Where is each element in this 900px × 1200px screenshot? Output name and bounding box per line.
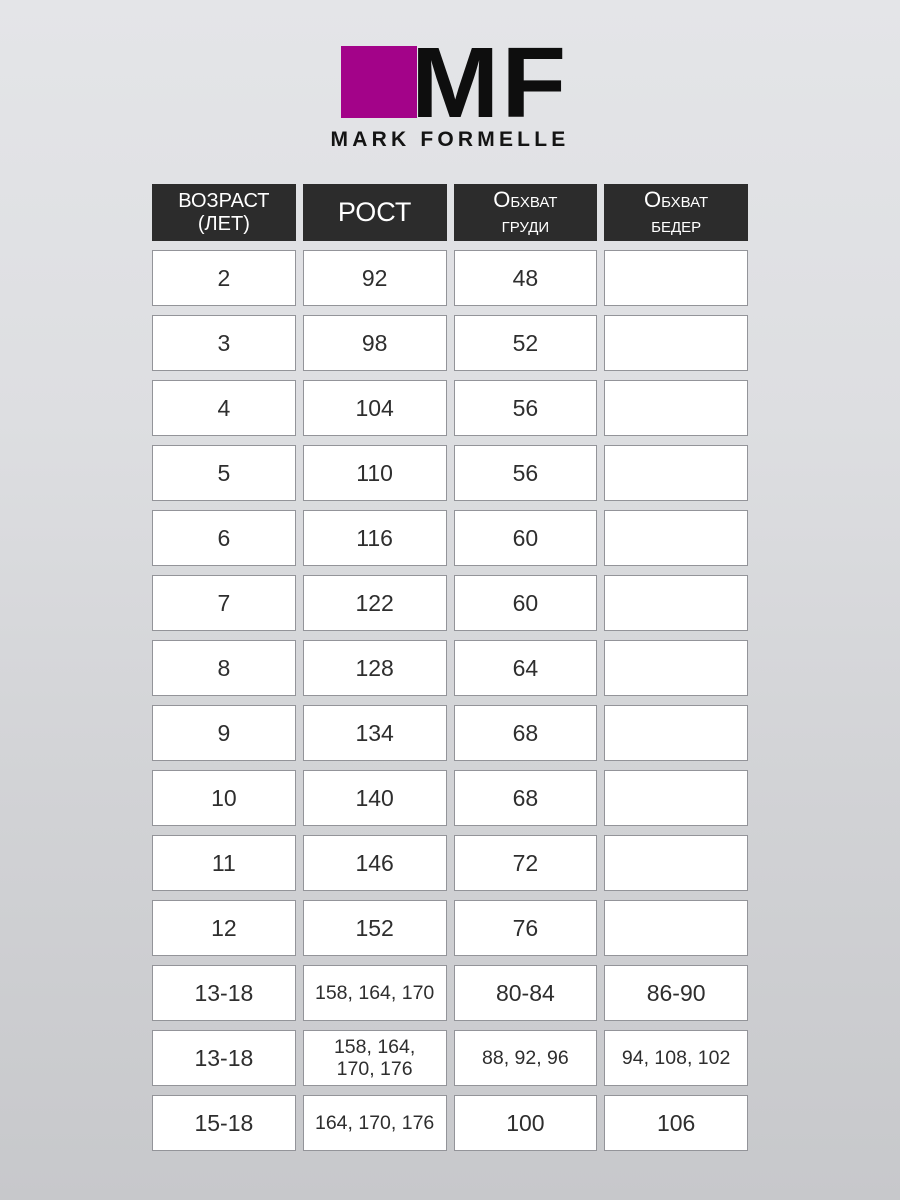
table-cell: 146: [302, 835, 447, 891]
table-cell: 64: [453, 640, 598, 696]
header-cell: Обхват бедер: [604, 184, 748, 241]
table-cell: 8: [152, 640, 296, 696]
table-cell: 76: [453, 900, 598, 956]
table-cell: 158, 164, 170: [302, 965, 447, 1021]
table-cell: 104: [302, 380, 447, 436]
table-cell: [604, 250, 748, 306]
header-line: бедер: [651, 211, 702, 237]
header-line: груди: [501, 211, 550, 237]
table-cell: 80-84: [453, 965, 598, 1021]
table-cell: 128: [302, 640, 447, 696]
table-cell: 60: [453, 575, 598, 631]
table-cell: 140: [302, 770, 447, 826]
table-cell: [604, 640, 748, 696]
header-cell: ВОЗРАСТ (ЛЕТ): [152, 184, 296, 241]
table-cell: 7: [152, 575, 296, 631]
table-cell: 3: [152, 315, 296, 371]
table-cell: [604, 900, 748, 956]
table-cell: 13-18: [152, 965, 296, 1021]
table-cell: 15-18: [152, 1095, 296, 1151]
table-cell: 164, 170, 176: [302, 1095, 447, 1151]
table-cell: 12: [152, 900, 296, 956]
table-cell: 13-18: [152, 1030, 296, 1086]
table-cell: 52: [453, 315, 598, 371]
table-cell: 152: [302, 900, 447, 956]
brand-monogram: MF: [410, 27, 569, 139]
table-cell: 56: [453, 380, 598, 436]
brand-logo-row: MF: [340, 33, 566, 133]
table-cell: 100: [453, 1095, 598, 1151]
table-cell: 4: [152, 380, 296, 436]
table-cell: 92: [302, 250, 447, 306]
table-cell: 68: [453, 770, 598, 826]
table-cell: [604, 315, 748, 371]
table-cell: 5: [152, 445, 296, 501]
table-cell: [604, 770, 748, 826]
brand-name: MARK FORMELLE: [330, 128, 570, 151]
table-cell: 9: [152, 705, 296, 761]
header-cell: РОСТ: [302, 184, 447, 241]
header-line: Обхват: [644, 186, 709, 212]
table-cell: 72: [453, 835, 598, 891]
table-cell: [604, 380, 748, 436]
table-cell: 10: [152, 770, 296, 826]
table-cell: [604, 445, 748, 501]
table-cell: 11: [152, 835, 296, 891]
table-cell: 122: [302, 575, 447, 631]
table-cell: [604, 705, 748, 761]
table-cell: [604, 835, 748, 891]
table-cell: 56: [453, 445, 598, 501]
table-cell: 106: [604, 1095, 748, 1151]
table-cell: [604, 575, 748, 631]
table-cell: 158, 164, 170, 176: [302, 1030, 447, 1086]
header-line: Обхват: [493, 186, 558, 212]
table-cell: 110: [302, 445, 447, 501]
table-cell: 88, 92, 96: [453, 1030, 598, 1086]
table-cell: 2: [152, 250, 296, 306]
brand-logo: MF MARK FORMELLE: [0, 0, 900, 152]
header-line: РОСТ: [337, 197, 412, 228]
header-line: (ЛЕТ): [197, 212, 250, 235]
table-cell: 6: [152, 510, 296, 566]
header-line: ВОЗРАСТ: [178, 190, 270, 213]
table-cell: 48: [453, 250, 598, 306]
size-table: ВОЗРАСТ (ЛЕТ) РОСТ Обхват груди Обхват бедер 2 9…: [152, 184, 748, 1151]
table-cell: 98: [302, 315, 447, 371]
header-cell: Обхват груди: [453, 184, 598, 241]
table-cell: 116: [302, 510, 447, 566]
table-cell: 60: [453, 510, 598, 566]
table-cell: 68: [453, 705, 598, 761]
table-cell: 134: [302, 705, 447, 761]
table-cell: 94, 108, 102: [604, 1030, 748, 1086]
table-cell: 86-90: [604, 965, 748, 1021]
table-cell: [604, 510, 748, 566]
brand-accent-square: [340, 46, 417, 118]
